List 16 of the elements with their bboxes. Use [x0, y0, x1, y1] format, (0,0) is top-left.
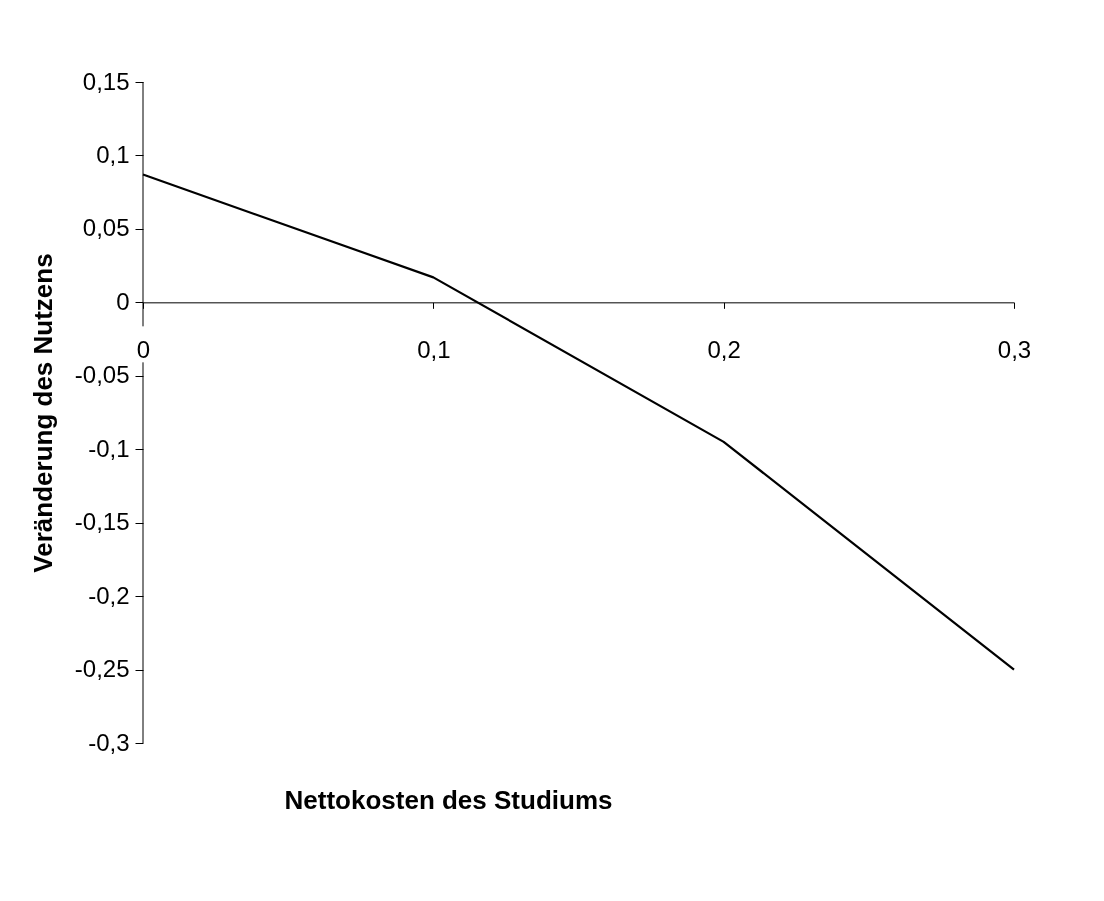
y-tick-label: -0,1 [88, 434, 130, 462]
x-axis-title: Nettokosten des Studiums [284, 785, 613, 815]
y-tick-label: -0,2 [88, 581, 130, 609]
y-tick-label: -0,25 [74, 655, 130, 683]
y-tick-label: -0,15 [74, 508, 130, 536]
x-tick-label: 0,1 [417, 335, 451, 363]
x-tick-label: 0,2 [707, 335, 741, 363]
y-tick-label: 0 [116, 287, 130, 315]
x-tick-label: 0,3 [997, 335, 1032, 363]
y-tick-label: 0,15 [82, 67, 130, 95]
y-tick-label: -0,05 [74, 361, 130, 389]
x-tick-label: 0 [136, 335, 151, 363]
y-tick-label: 0,05 [82, 214, 130, 242]
y-tick-label: 0,1 [96, 140, 130, 168]
y-axis-title: Veränderung des Nutzens [27, 253, 58, 573]
y-tick-label: -0,3 [88, 728, 130, 756]
